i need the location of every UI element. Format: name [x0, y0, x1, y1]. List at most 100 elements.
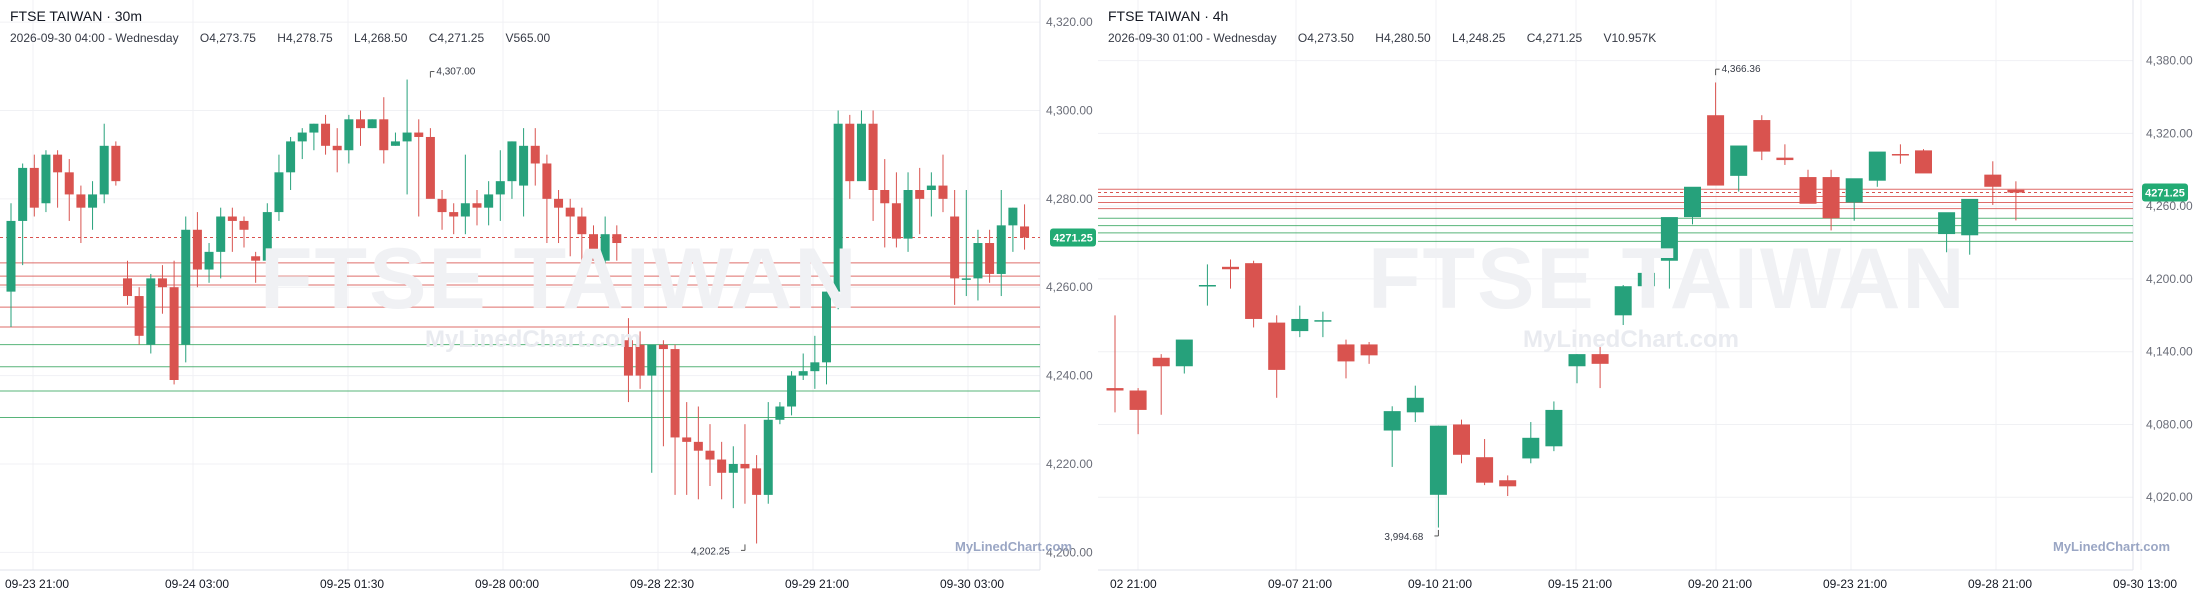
- annotation-label: 4,307.00: [436, 67, 475, 78]
- candle-body: [41, 154, 51, 204]
- chart-panel-30m[interactable]: 4,320.00 4,300.00 4,280.00 4,260.00 4,240.00…: [0, 0, 1098, 597]
- chart-4h-svg[interactable]: 4,380.00 4,320.00 4,260.00 4,200.00 4,140.00…: [1098, 0, 2196, 597]
- candle-body: [961, 278, 971, 280]
- x-tick-label: 09-07 21:00: [1268, 577, 1332, 591]
- candle-body: [251, 256, 261, 261]
- candle-body: [589, 234, 598, 261]
- ohlc-open: O4,273.50: [1297, 31, 1354, 45]
- x-tick-label: 09-28 00:00: [475, 577, 539, 591]
- candle-body: [146, 278, 156, 345]
- watermark-site: MyLinedChart.com: [425, 326, 642, 353]
- candle-body: [111, 145, 121, 182]
- candle-body: [682, 437, 692, 442]
- annotation-label: 4,366.36: [1722, 64, 1761, 75]
- candle-body: [670, 349, 680, 438]
- candle-body: [1020, 226, 1030, 238]
- candle-body: [134, 296, 144, 336]
- ohlc-low: L4,268.50: [354, 31, 408, 45]
- candle-body: [600, 234, 610, 261]
- candle-body: [157, 278, 167, 288]
- candle-body: [926, 185, 936, 190]
- last-price-tag: [2142, 183, 2188, 202]
- candle-body: [822, 291, 831, 363]
- ohlc-volume: V565.00: [505, 31, 551, 45]
- ohlc-open: O4,273.75: [199, 31, 256, 45]
- candle-body: [705, 450, 715, 460]
- annotation-label: 3,994.68: [1384, 532, 1423, 543]
- candle-body: [1268, 322, 1286, 370]
- watermark-site: MyLinedChart.com: [1523, 326, 1740, 353]
- candle-body: [554, 198, 564, 208]
- candle-body: [507, 141, 517, 182]
- candle-body: [752, 468, 762, 495]
- chart-title: FTSE TAIWAN · 4h: [1108, 8, 1229, 24]
- candle-body: [321, 123, 331, 146]
- y-tick-label: 4,260.00: [2146, 199, 2193, 213]
- candle-body: [6, 220, 16, 292]
- ohlc-high: H4,278.75: [277, 31, 333, 45]
- candle-body: [856, 123, 866, 182]
- candle-body: [1776, 157, 1794, 161]
- candle-body: [950, 216, 960, 279]
- ohlc-header: 2026-09-30 04:00 - Wednesday O4,273.75 H…: [10, 31, 568, 45]
- candle-body: [1822, 177, 1840, 219]
- candle-body: [390, 141, 400, 146]
- watermark: FTSE TAIWAN: [260, 231, 859, 327]
- candle-body: [1106, 388, 1124, 391]
- candle-body: [740, 463, 750, 469]
- y-tick-label: 4,300.00: [1046, 103, 1093, 117]
- ohlc-volume: V10.957K: [1603, 31, 1657, 45]
- chart-panel-4h[interactable]: 4,380.00 4,320.00 4,260.00 4,200.00 4,140.00…: [1098, 0, 2196, 597]
- candle-body: [484, 194, 494, 208]
- x-tick-label: 09-23 21:00: [1823, 577, 1887, 591]
- candle-body: [1406, 397, 1424, 413]
- candle-body: [775, 406, 785, 420]
- candle-body: [356, 119, 365, 129]
- candle-body: [1245, 263, 1263, 319]
- candle-body: [449, 212, 459, 217]
- candle-body: [891, 203, 901, 239]
- candle-body: [297, 132, 307, 142]
- candle-body: [1961, 198, 1979, 236]
- brand-logo: MyLinedChart.com: [955, 539, 1073, 554]
- candle-body: [1198, 285, 1216, 287]
- x-tick-label: 09-10 21:00: [1408, 577, 1472, 591]
- candle-body: [227, 216, 237, 221]
- candle-body: [460, 203, 470, 217]
- candle-body: [868, 123, 878, 190]
- ohlc-date: 2026-09-30 01:00 - Wednesday: [1108, 31, 1277, 45]
- candle-body: [565, 207, 575, 217]
- x-tick-label: 09-25 01:30: [320, 577, 384, 591]
- candle-body: [495, 181, 505, 195]
- candle-body: [1291, 318, 1309, 332]
- x-tick-label: 09-30 03:00: [940, 577, 1004, 591]
- watermark: FTSE TAIWAN: [1368, 231, 1967, 327]
- candle-body: [1476, 457, 1494, 483]
- candle-body: [938, 185, 948, 199]
- candle-body: [437, 198, 447, 213]
- candle-body: [1522, 437, 1540, 459]
- candle-body: [76, 194, 86, 208]
- candle-body: [1314, 320, 1332, 322]
- candle-body: [635, 344, 645, 376]
- candle-body: [1868, 151, 1886, 181]
- x-tick-label: 09-15 21:00: [1548, 577, 1612, 591]
- candle-body: [64, 172, 74, 195]
- y-tick-label: 4,020.00: [2146, 490, 2193, 504]
- candle-body: [1453, 424, 1470, 455]
- candle-body: [1684, 186, 1701, 218]
- x-tick-label: 09-30 13:00: [2113, 577, 2177, 591]
- candle-body: [693, 441, 703, 451]
- candle-body: [402, 132, 412, 142]
- chart-30m-svg[interactable]: 4,320.00 4,300.00 4,280.00 4,260.00 4,240.00…: [0, 0, 1098, 597]
- candle-body: [1730, 145, 1748, 176]
- candle-body: [425, 136, 435, 199]
- candle-body: [1637, 272, 1655, 287]
- y-tick-label: 4,200.00: [1046, 545, 1093, 559]
- candle-body: [1568, 354, 1586, 367]
- candle-body: [1753, 120, 1771, 152]
- last-price-tag-label: 4271.25: [2145, 188, 2185, 200]
- candle-body: [2007, 189, 2025, 193]
- candle-body: [1129, 390, 1147, 410]
- y-tick-label: 4,140.00: [2146, 345, 2193, 359]
